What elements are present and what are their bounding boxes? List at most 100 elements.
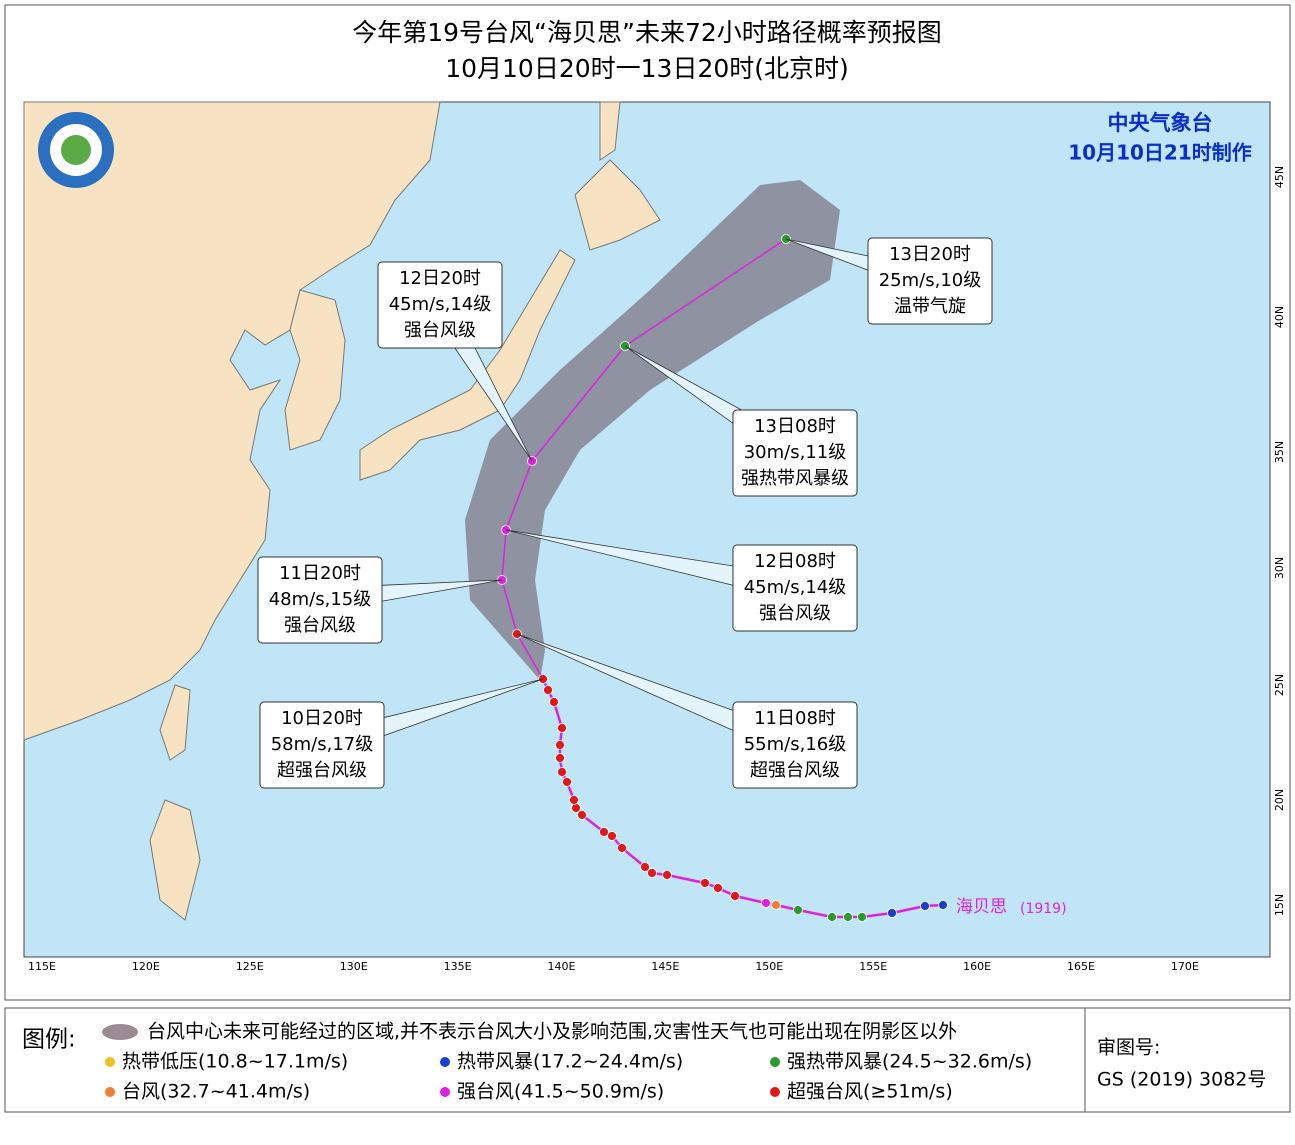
lon-label: 115E: [28, 960, 56, 973]
track-point: [640, 862, 650, 872]
lon-label: 150E: [755, 960, 783, 973]
legend-symbol: [440, 1087, 450, 1097]
cone-symbol: [102, 1024, 138, 1040]
lat-label: 20N: [1273, 789, 1286, 811]
callout-text: 温带气旋: [894, 296, 966, 317]
track-point: [857, 912, 867, 922]
callout-text: 58m/s,17级: [271, 734, 374, 755]
track-point: [571, 803, 581, 813]
track-point: [730, 891, 740, 901]
legend-item: 台风(32.7~41.4m/s): [122, 1081, 310, 1103]
lon-label: 120E: [132, 960, 160, 973]
map: 中央气象台 10月10日21时制作 海贝思 (1919) 12日20时 45m/s…: [23, 101, 1271, 958]
logo: [61, 135, 91, 165]
callout-text: 13日20时: [889, 244, 971, 265]
callout-text: 强热带风暴级: [741, 468, 849, 489]
callout-text: 超强台风级: [277, 760, 367, 781]
callout-text: 13日08时: [754, 416, 836, 437]
lon-label: 125E: [236, 960, 264, 973]
track-point: [771, 900, 781, 910]
lon-label: 170E: [1171, 960, 1199, 973]
callout-text: 强台风级: [404, 320, 476, 341]
callout-text: 30m/s,11级: [744, 442, 847, 463]
callout-text: 45m/s,14级: [744, 577, 847, 598]
callout-box: [732, 544, 858, 632]
callout-text: 11日08时: [754, 708, 836, 729]
lon-label: 130E: [340, 960, 368, 973]
track-point: [827, 912, 837, 922]
track-point: [555, 753, 565, 763]
lat-label: 40N: [1273, 306, 1286, 328]
track-point: [562, 777, 572, 787]
track-point: [700, 878, 710, 888]
lon-label: 140E: [548, 960, 576, 973]
track-point: [543, 685, 553, 695]
track-point: [647, 868, 657, 878]
track-point: [793, 905, 803, 915]
callout-box: [732, 409, 858, 497]
lat-label: 25N: [1273, 674, 1286, 696]
track-point: [713, 883, 723, 893]
callout-text: 强台风级: [759, 603, 831, 624]
callout-text: 超强台风级: [750, 760, 840, 781]
probability-cone: [465, 180, 840, 680]
approval-label: 审图号:: [1097, 1037, 1160, 1059]
lat-label: 30N: [1273, 557, 1286, 579]
callout-text: 48m/s,15级: [269, 589, 372, 610]
agency: 中央气象台: [1108, 111, 1213, 135]
legend-symbol: [770, 1087, 780, 1097]
track-point: [557, 767, 567, 777]
land: [23, 101, 661, 921]
storm-code: (1919): [1020, 901, 1067, 917]
callout-text: 45m/s,14级: [389, 294, 492, 315]
legend-symbol: [770, 1057, 780, 1067]
track-point: [887, 908, 897, 918]
track-point: [577, 810, 587, 820]
track-point: [599, 827, 609, 837]
lon-label: 155E: [859, 960, 887, 973]
lat-label: 15N: [1273, 894, 1286, 916]
legend-box: [4, 1007, 1291, 1113]
callout-box: [259, 701, 385, 789]
track-point: [938, 900, 948, 910]
lat-label: 45N: [1273, 166, 1286, 188]
callout-box: [377, 261, 503, 349]
track-point: [569, 795, 579, 805]
callout-text: 10日20时: [281, 708, 363, 729]
callout-box: [257, 556, 383, 644]
track-point: [617, 843, 627, 853]
callout-text: 12日08时: [754, 551, 836, 572]
callout-text: 25m/s,10级: [879, 270, 982, 291]
legend-symbol: [105, 1057, 115, 1067]
lon-label: 160E: [963, 960, 991, 973]
title: 今年第19号台风“海贝思”未来72小时路径概率预报图: [352, 18, 942, 47]
track-point: [761, 898, 771, 908]
lat-label: 35N: [1273, 441, 1286, 463]
subtitle: 10月10日20时一13日20时(北京时): [445, 54, 849, 83]
legend-symbol: [105, 1087, 115, 1097]
track-point: [555, 740, 565, 750]
approval-number: GS (2019) 3082号: [1097, 1069, 1266, 1091]
track-point: [920, 901, 930, 911]
track-point: [549, 697, 559, 707]
track-point: [843, 912, 853, 922]
legend-item: 超强台风(≥51m/s): [787, 1081, 953, 1103]
callout-box: [732, 701, 858, 789]
track-point: [607, 831, 617, 841]
legend-title: 图例:: [22, 1027, 76, 1053]
legend-cone: 台风中心未来可能经过的区域,并不表示台风大小及影响范围,灾害性天气也可能出现在阴…: [147, 1021, 957, 1043]
callout-text: 55m/s,16级: [744, 734, 847, 755]
lon-label: 145E: [651, 960, 679, 973]
storm-name: 海贝思: [956, 897, 1007, 917]
lon-label: 165E: [1067, 960, 1095, 973]
track-point: [557, 723, 567, 733]
legend-item: 热带低压(10.8~17.1m/s): [122, 1051, 348, 1073]
lon-label: 135E: [444, 960, 472, 973]
callout-box: [867, 237, 993, 325]
legend-item: 强热带风暴(24.5~32.6m/s): [787, 1051, 1032, 1073]
legend-item: 强台风(41.5~50.9m/s): [457, 1081, 664, 1103]
track-point: [662, 870, 672, 880]
legend-symbol: [440, 1057, 450, 1067]
callout-text: 12日20时: [399, 268, 481, 289]
